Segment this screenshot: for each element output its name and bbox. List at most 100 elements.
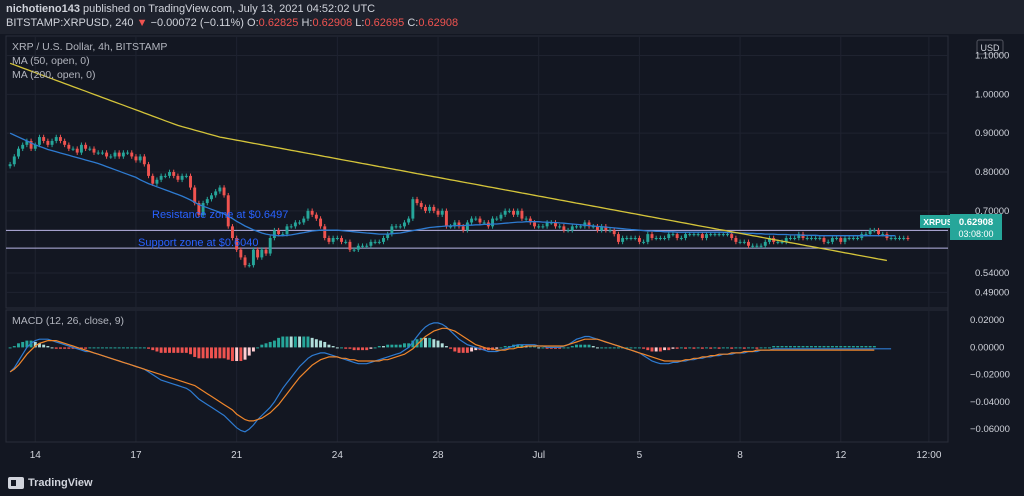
- candle: [75, 148, 79, 153]
- macd-bar: [411, 340, 415, 348]
- macd-bar: [495, 347, 499, 349]
- macd-bar: [692, 347, 696, 349]
- candle: [205, 199, 209, 204]
- candle: [348, 241, 352, 250]
- macd-bar: [361, 347, 364, 351]
- macd-bar: [423, 337, 427, 348]
- macd-tick-label: −0.06000: [970, 424, 1010, 435]
- macd-bar: [751, 347, 755, 349]
- candle: [298, 222, 302, 224]
- macd-bar: [629, 347, 633, 349]
- candle: [100, 152, 104, 154]
- candle: [805, 238, 809, 239]
- candle: [797, 234, 801, 238]
- candle: [193, 187, 197, 204]
- macd-bar: [243, 347, 247, 360]
- candle: [671, 234, 675, 236]
- candle: [8, 164, 12, 167]
- macd-bar: [793, 346, 797, 348]
- macd-bar: [369, 347, 373, 349]
- macd-bar: [407, 343, 411, 348]
- macd-bar: [226, 347, 230, 360]
- candle: [851, 238, 855, 239]
- candle: [109, 156, 113, 158]
- macd-bar: [726, 347, 729, 349]
- macd-bar: [419, 337, 423, 348]
- candle: [512, 210, 516, 215]
- macd-bar: [872, 346, 876, 348]
- low-value: 0.62695: [364, 17, 405, 29]
- candle: [818, 238, 822, 239]
- macd-bar: [46, 346, 50, 348]
- macd-bar: [474, 347, 478, 351]
- macd-bar: [356, 347, 360, 351]
- candle: [113, 152, 117, 157]
- change-value: −0.00072 (−0.11%): [150, 17, 244, 29]
- price-tick-label: 1.00000: [975, 89, 1009, 100]
- price-axis[interactable]: 1.10000 1.00000 0.90000 0.80000 0.70000 0.540…: [975, 51, 1009, 299]
- candle: [734, 238, 738, 242]
- macd-bar: [142, 347, 146, 349]
- chart-canvas[interactable]: Resistance zone at $0.6497 Support zone …: [0, 0, 1024, 470]
- candle: [877, 230, 881, 235]
- candle: [264, 249, 268, 254]
- macd-bar: [616, 347, 620, 349]
- candle: [235, 238, 239, 250]
- resistance-annotation[interactable]: Resistance zone at $0.6497: [152, 209, 288, 221]
- candle: [449, 226, 453, 228]
- time-label: 8: [737, 450, 743, 461]
- macd-pane[interactable]: [5, 309, 949, 443]
- price-tick-label: 0.90000: [975, 128, 1009, 139]
- macd-bar: [868, 346, 872, 348]
- macd-tick-label: 0.02000: [970, 315, 1004, 326]
- candle: [54, 137, 58, 141]
- time-label: 14: [30, 450, 42, 461]
- macd-bar: [230, 347, 234, 362]
- macd-bar: [860, 346, 864, 348]
- candle: [440, 210, 444, 215]
- macd-tick-label: −0.02000: [970, 370, 1010, 381]
- macd-bar: [214, 347, 218, 359]
- candle: [310, 210, 314, 215]
- candle: [256, 249, 260, 258]
- macd-bar: [780, 346, 784, 348]
- candle: [419, 203, 423, 207]
- candle: [491, 218, 495, 227]
- support-annotation[interactable]: Support zone at $0.6040: [138, 237, 258, 249]
- legend-macd[interactable]: MACD (12, 26, close, 9): [12, 315, 124, 327]
- candle: [696, 234, 700, 236]
- time-axis[interactable]: 14 17 21 24 28 Jul 5 8 12 12:00: [30, 450, 942, 461]
- macd-bar: [591, 346, 595, 348]
- macd-bar: [21, 341, 25, 348]
- macd-tick-label: 0.00000: [970, 342, 1004, 353]
- legend-ma200[interactable]: MA (200, open, 0): [12, 69, 95, 81]
- candle: [25, 140, 29, 145]
- candle: [835, 238, 839, 239]
- macd-axis[interactable]: 0.02000 0.00000 −0.02000 −0.04000 −0.06000: [970, 315, 1010, 435]
- candle: [134, 156, 138, 161]
- macd-bar: [499, 347, 503, 349]
- candle: [658, 238, 662, 239]
- candle: [856, 238, 860, 239]
- macd-bar: [189, 347, 192, 355]
- candle: [239, 249, 243, 258]
- candle: [356, 245, 360, 250]
- macd-bar: [579, 344, 583, 348]
- candle: [428, 206, 432, 211]
- candle: [344, 241, 348, 243]
- publish-info: nichotieno143 published on TradingView.c…: [6, 3, 375, 15]
- candle: [621, 238, 625, 242]
- author-name[interactable]: nichotieno143: [6, 3, 80, 15]
- tradingview-wordmark: TradingView: [28, 477, 93, 489]
- legend-ma50[interactable]: MA (50, open, 0): [12, 55, 90, 67]
- candle: [713, 234, 717, 236]
- candle: [58, 137, 62, 141]
- currency-box[interactable]: USD: [976, 39, 1004, 55]
- macd-bar: [54, 347, 58, 349]
- macd-lines: [9, 322, 892, 433]
- tradingview-logo[interactable]: TradingView: [8, 475, 93, 491]
- candle: [528, 218, 532, 223]
- candle: [902, 238, 906, 239]
- ma200-line: [9, 62, 888, 262]
- macd-bar: [453, 347, 457, 352]
